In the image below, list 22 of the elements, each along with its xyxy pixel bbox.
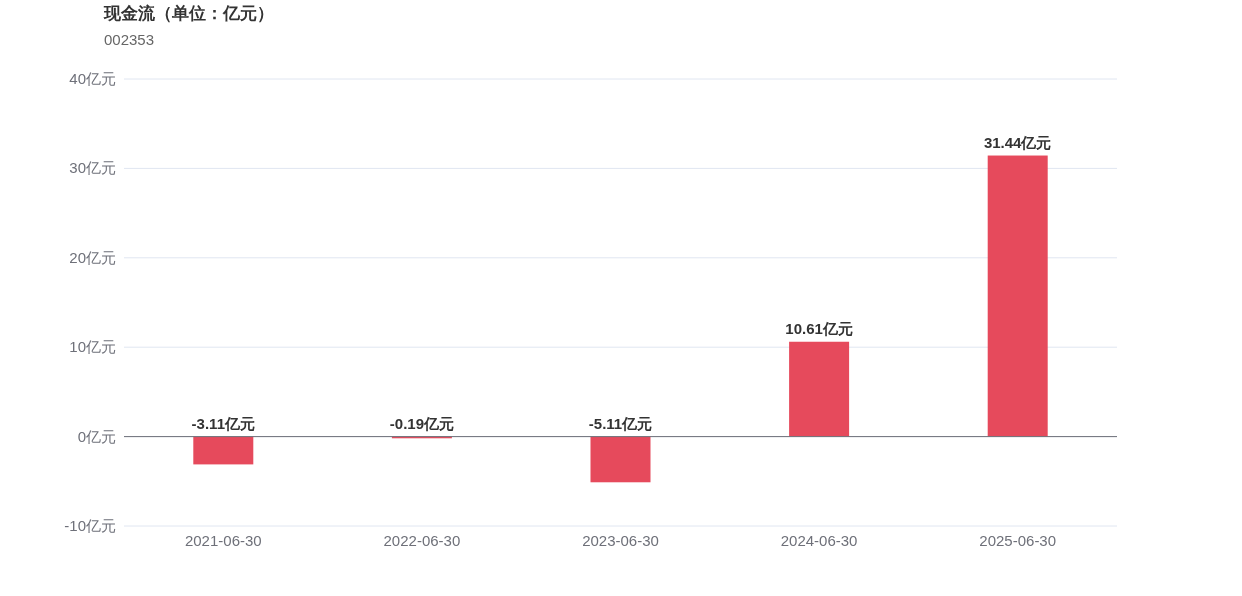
- bar: [590, 436, 651, 483]
- bar: [987, 155, 1048, 437]
- x-tick-label: 2021-06-30: [184, 532, 262, 549]
- y-tick-label: 40亿元: [69, 70, 116, 87]
- data-label: -3.11亿元: [191, 414, 255, 432]
- x-tick-label: 2024-06-30: [780, 532, 858, 549]
- chart-subtitle: 002353: [104, 31, 155, 48]
- data-label: -5.11亿元: [588, 414, 653, 432]
- y-tick-label: 10亿元: [69, 338, 116, 356]
- data-label: -0.19亿元: [389, 414, 454, 432]
- bar: [193, 436, 254, 465]
- data-label: 31.44亿元: [983, 133, 1052, 151]
- x-tick-label: 2025-06-30: [979, 532, 1057, 549]
- y-tick-label: 30亿元: [69, 159, 116, 177]
- x-tick-label: 2023-06-30: [582, 532, 659, 549]
- data-label: 10.61亿元: [785, 319, 853, 337]
- chart-title: 现金流（单位：亿元）: [103, 4, 274, 23]
- y-tick-label: 20亿元: [69, 248, 116, 266]
- x-tick-label: 2022-06-30: [383, 532, 461, 549]
- y-tick-label: 0亿元: [77, 427, 116, 445]
- bar: [789, 341, 850, 437]
- y-tick-label: -10亿元: [64, 517, 116, 534]
